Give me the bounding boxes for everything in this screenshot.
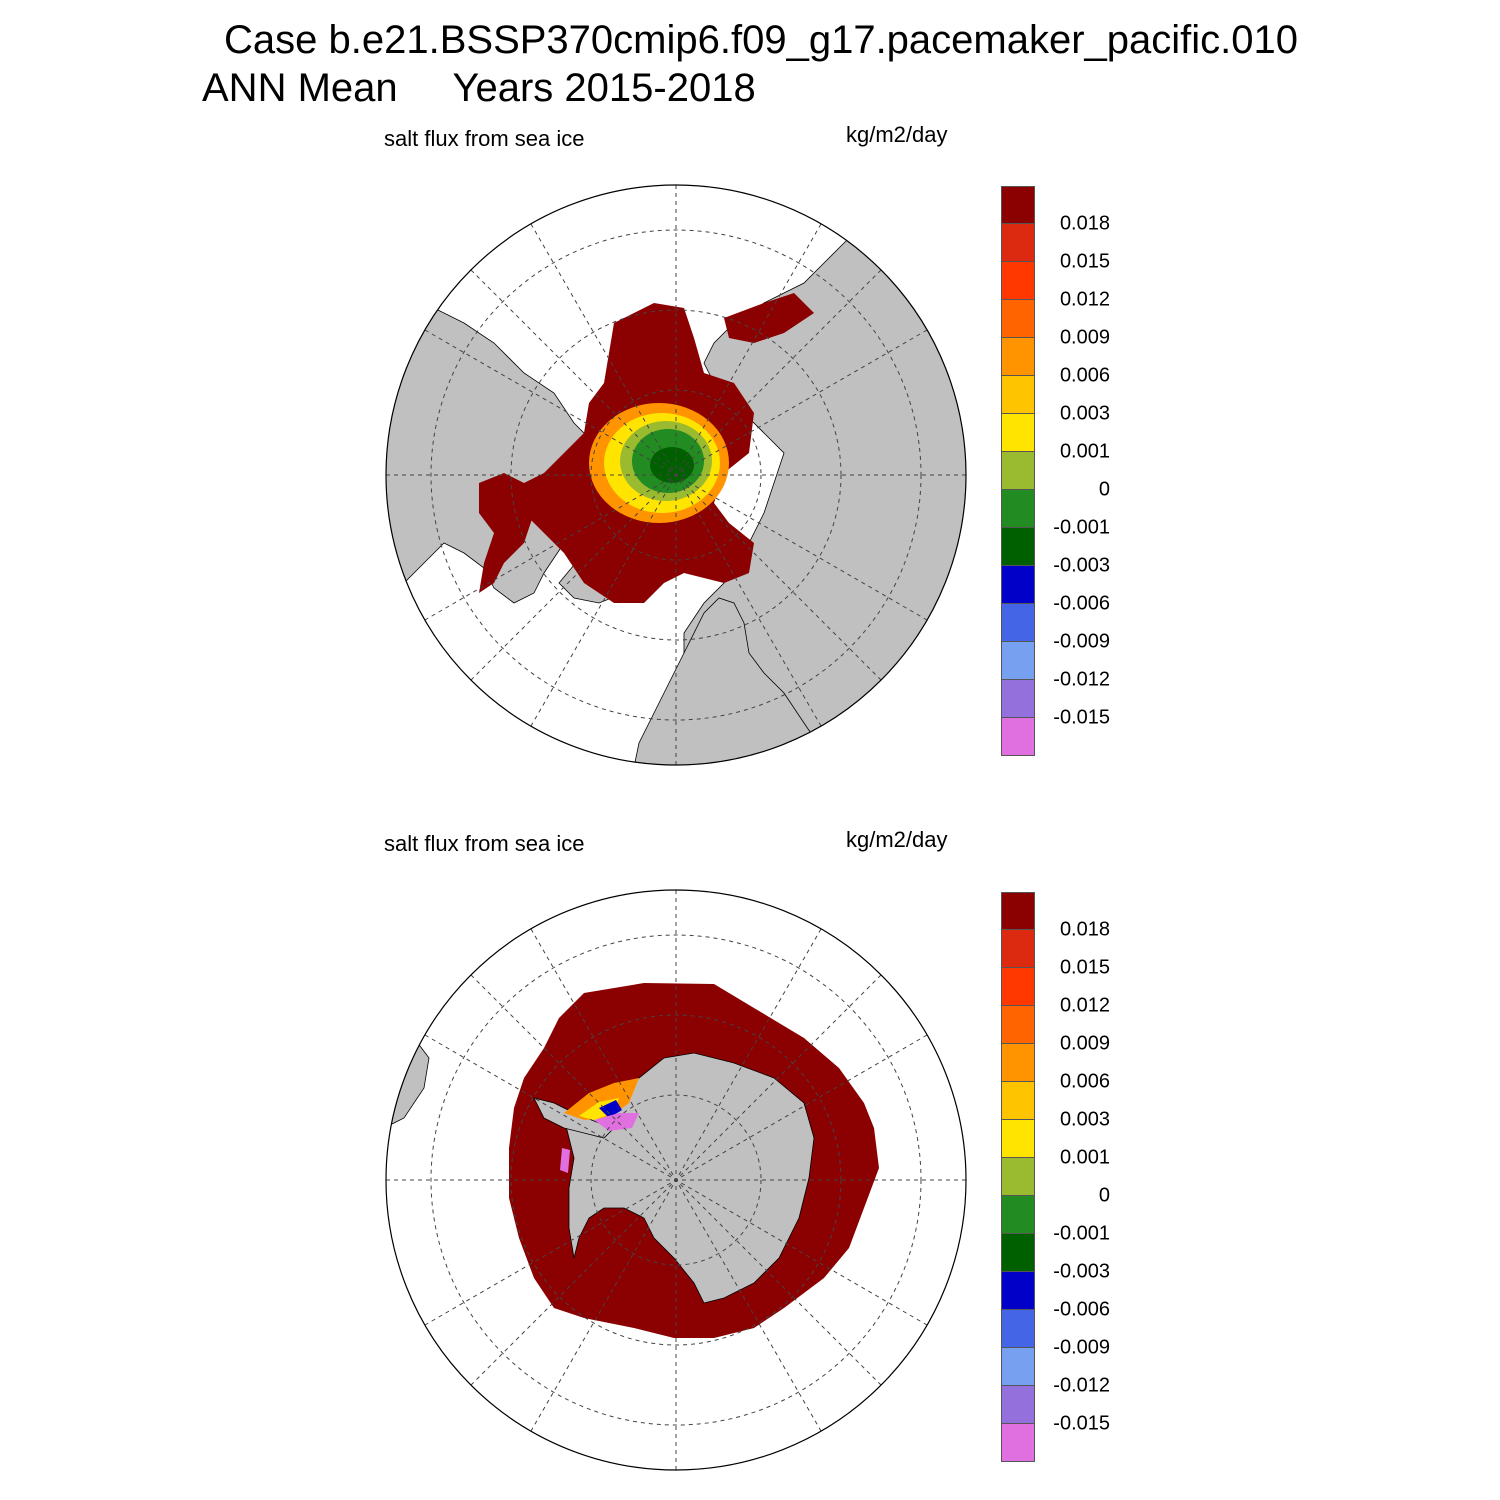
colorbar-label-antarctic-7: 0 xyxy=(1098,1184,1110,1207)
colorbar-antarctic xyxy=(1001,892,1035,1462)
colorbar-label-arctic-3: 0.009 xyxy=(1059,326,1110,349)
colorbar-swatch-antarctic-3 xyxy=(1001,1006,1035,1044)
map-border xyxy=(385,889,967,1471)
colorbar-swatch-arctic-10 xyxy=(1001,566,1035,604)
colorbar-swatch-antarctic-0 xyxy=(1001,892,1035,930)
colorbar-arctic xyxy=(1001,186,1035,756)
colorbar-swatch-arctic-2 xyxy=(1001,262,1035,300)
colorbar-swatch-antarctic-7 xyxy=(1001,1158,1035,1196)
colorbar-swatch-antarctic-6 xyxy=(1001,1120,1035,1158)
colorbar-label-antarctic-6: 0.001 xyxy=(1059,1146,1110,1169)
colorbar-label-arctic-11: -0.009 xyxy=(1053,630,1110,653)
colorbar-label-antarctic-1: 0.015 xyxy=(1059,956,1110,979)
antarctic-map xyxy=(385,889,967,1471)
graticule xyxy=(386,185,966,765)
colorbar-swatch-antarctic-1 xyxy=(1001,930,1035,968)
colorbar-swatch-antarctic-10 xyxy=(1001,1272,1035,1310)
colorbar-swatch-arctic-1 xyxy=(1001,224,1035,262)
colorbar-swatch-antarctic-9 xyxy=(1001,1234,1035,1272)
graticule xyxy=(386,890,966,1470)
colorbar-swatch-arctic-7 xyxy=(1001,452,1035,490)
colorbar-swatch-arctic-13 xyxy=(1001,680,1035,718)
colorbar-label-antarctic-4: 0.006 xyxy=(1059,1070,1110,1093)
colorbar-swatch-arctic-0 xyxy=(1001,186,1035,224)
colorbar-label-antarctic-13: -0.015 xyxy=(1053,1412,1110,1435)
colorbar-label-arctic-0: 0.018 xyxy=(1059,212,1110,235)
contour-darkgreen xyxy=(650,447,694,483)
colorbar-label-antarctic-5: 0.003 xyxy=(1059,1108,1110,1131)
colorbar-swatch-arctic-4 xyxy=(1001,338,1035,376)
colorbar-swatch-antarctic-13 xyxy=(1001,1386,1035,1424)
colorbar-swatch-antarctic-11 xyxy=(1001,1310,1035,1348)
contour-weddell-pink xyxy=(594,1113,639,1131)
colorbar-label-antarctic-12: -0.012 xyxy=(1053,1374,1110,1397)
colorbar-label-antarctic-8: -0.001 xyxy=(1053,1222,1110,1245)
colorbar-label-arctic-4: 0.006 xyxy=(1059,364,1110,387)
colorbar-swatch-arctic-12 xyxy=(1001,642,1035,680)
colorbar-swatch-arctic-9 xyxy=(1001,528,1035,566)
land-europe xyxy=(633,597,835,765)
colorbar-swatch-arctic-3 xyxy=(1001,300,1035,338)
colorbar-swatch-antarctic-12 xyxy=(1001,1348,1035,1386)
panel-title-arctic: salt flux from sea ice xyxy=(384,126,585,151)
colorbar-labels-arctic: 0.018 0.015 0.012 0.009 0.006 0.003 0.001 0 -0.0… xyxy=(1020,186,1110,756)
colorbar-swatch-antarctic-2 xyxy=(1001,968,1035,1006)
colorbar-swatch-antarctic-5 xyxy=(1001,1082,1035,1120)
arctic-map xyxy=(385,184,967,766)
colorbar-label-antarctic-3: 0.009 xyxy=(1059,1032,1110,1055)
colorbar-label-arctic-5: 0.003 xyxy=(1059,402,1110,425)
colorbar-swatch-antarctic-14 xyxy=(1001,1424,1035,1462)
colorbar-label-arctic-12: -0.012 xyxy=(1053,668,1110,691)
colorbar-label-arctic-8: -0.001 xyxy=(1053,516,1110,539)
colorbar-label-arctic-7: 0 xyxy=(1098,478,1110,501)
colorbar-label-antarctic-9: -0.003 xyxy=(1053,1260,1110,1283)
colorbar-swatch-antarctic-8 xyxy=(1001,1196,1035,1234)
colorbar-label-arctic-2: 0.012 xyxy=(1059,288,1110,311)
colorbar-swatch-arctic-14 xyxy=(1001,718,1035,756)
sea-ice-okhotsk xyxy=(724,293,814,343)
colorbar-swatch-arctic-6 xyxy=(1001,414,1035,452)
contour-weddell-blue xyxy=(599,1100,622,1118)
units-label-arctic: kg/m2/day xyxy=(846,122,948,147)
colorbar-label-arctic-9: -0.003 xyxy=(1053,554,1110,577)
sea-ice-hudson xyxy=(479,473,534,593)
units-label-antarctic: kg/m2/day xyxy=(846,827,948,852)
colorbar-label-antarctic-11: -0.009 xyxy=(1053,1336,1110,1359)
colorbar-label-arctic-6: 0.001 xyxy=(1059,440,1110,463)
colorbar-label-antarctic-2: 0.012 xyxy=(1059,994,1110,1017)
panel-title-antarctic: salt flux from sea ice xyxy=(384,831,585,856)
colorbar-labels-antarctic: 0.018 0.015 0.012 0.009 0.006 0.003 0.001 0 -0.0… xyxy=(1020,892,1110,1462)
colorbar-swatch-arctic-5 xyxy=(1001,376,1035,414)
colorbar-swatch-arctic-8 xyxy=(1001,490,1035,528)
colorbar-label-antarctic-10: -0.006 xyxy=(1053,1298,1110,1321)
colorbar-swatch-antarctic-4 xyxy=(1001,1044,1035,1082)
colorbar-label-arctic-10: -0.006 xyxy=(1053,592,1110,615)
map-border xyxy=(385,184,967,766)
colorbar-swatch-arctic-11 xyxy=(1001,604,1035,642)
land-antarctic-peninsula xyxy=(533,1097,615,1139)
figure-subtitle: ANN Mean Years 2015-2018 xyxy=(202,66,756,110)
figure-title: Case b.e21.BSSP370cmip6.f09_g17.pacemake… xyxy=(224,18,1299,62)
colorbar-label-arctic-1: 0.015 xyxy=(1059,250,1110,273)
colorbar-label-arctic-13: -0.015 xyxy=(1053,706,1110,729)
contour-bellingshausen-pink xyxy=(560,1148,570,1173)
colorbar-label-antarctic-0: 0.018 xyxy=(1059,918,1110,941)
